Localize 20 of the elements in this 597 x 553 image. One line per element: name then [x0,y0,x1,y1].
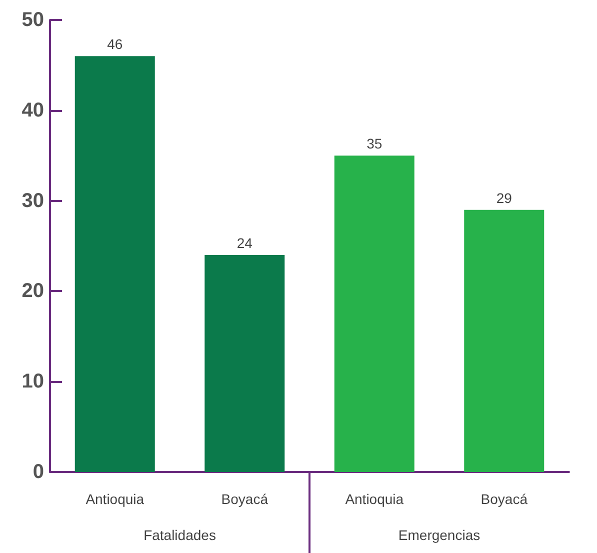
bar [464,210,544,472]
data-label: 24 [236,235,253,252]
bar [204,255,285,472]
y-tick-label: 40 [22,99,44,122]
x-tick-label: Antioquia [86,491,144,507]
x-tick-label: Boyacá [480,491,528,507]
data-label: 35 [366,136,382,152]
x-tick-label: Boyacá [221,491,268,507]
y-tick-label: 50 [22,9,44,31]
y-tick-label: 10 [22,370,44,393]
data-label: 29 [496,190,512,206]
y-tick-label: 20 [22,280,44,302]
text: Emergencias [398,527,480,543]
bar [334,156,414,472]
data-label: 46 [107,36,123,52]
y-tick-label: 30 [22,190,44,212]
y-tick-label: 0 [32,461,44,483]
bar [74,56,155,472]
x-tick-label: Antioquia [345,491,404,507]
text: Fatalidades [144,527,216,543]
